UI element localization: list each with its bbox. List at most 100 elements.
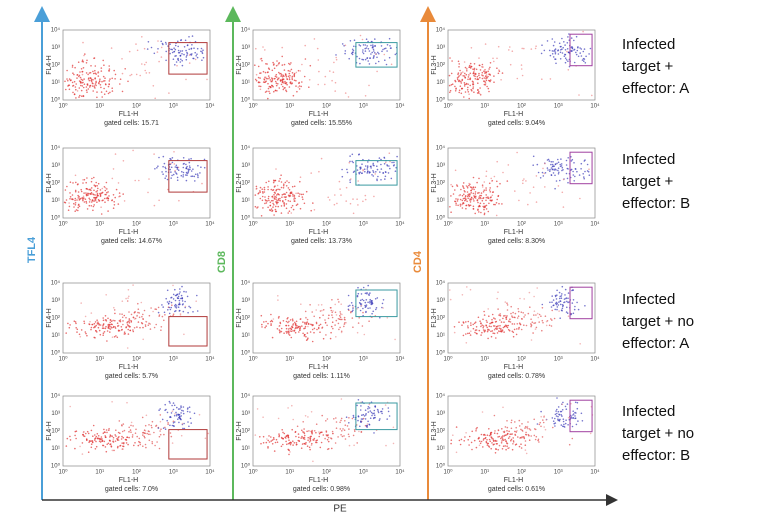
event-dot [282, 320, 285, 322]
event-dot [184, 305, 187, 308]
event-dot [487, 308, 490, 310]
event-dot [185, 291, 187, 293]
event-dot [317, 304, 320, 306]
event-dot [335, 427, 338, 430]
row-label: target + [622, 173, 674, 190]
x-tick-label: 10⁴ [395, 356, 405, 363]
event-dot [119, 313, 121, 315]
event-dot [367, 40, 369, 43]
event-dot [469, 66, 471, 68]
event-dot [91, 85, 94, 87]
event-dot [150, 424, 153, 427]
event-dot [93, 326, 95, 329]
event-dot [525, 180, 527, 182]
event-dot [153, 326, 156, 329]
event-dot [485, 187, 487, 189]
event-dot [376, 297, 379, 299]
event-dot [322, 434, 325, 436]
event-dot [268, 180, 270, 183]
event-dot [173, 414, 176, 417]
event-dot [171, 157, 174, 159]
event-dot [156, 167, 158, 169]
event-dot [301, 435, 303, 438]
event-dot [561, 415, 563, 417]
event-dot [303, 428, 305, 430]
event-dot [267, 186, 269, 188]
event-dot [87, 78, 90, 80]
event-dot [110, 47, 113, 49]
event-dot [481, 74, 483, 76]
event-dot [365, 299, 368, 301]
event-dot [311, 340, 314, 343]
event-dot [520, 68, 523, 70]
x-axis-label: FL1-H [119, 364, 138, 371]
event-dot [90, 440, 92, 442]
event-dot [365, 425, 368, 427]
event-dot [501, 72, 504, 74]
event-dot [520, 447, 523, 449]
event-dot [169, 52, 171, 55]
event-dot [122, 423, 125, 425]
event-dot [364, 170, 366, 173]
event-dot [155, 425, 157, 427]
event-dot [549, 168, 551, 171]
event-dot [315, 322, 318, 325]
event-dot [122, 193, 124, 195]
event-dot [551, 309, 553, 312]
event-dot [130, 73, 133, 76]
event-dot [486, 326, 489, 329]
event-dot [460, 188, 462, 191]
event-dot [488, 182, 491, 185]
event-dot [137, 444, 140, 447]
event-dot [454, 200, 457, 203]
y-tick-label: 10⁰ [241, 350, 251, 357]
event-dot [573, 61, 576, 64]
event-dot [356, 198, 358, 200]
event-dot [541, 303, 544, 306]
event-dot [465, 199, 467, 201]
event-dot [287, 200, 290, 202]
event-dot [77, 191, 80, 193]
event-dot [121, 448, 123, 450]
event-dot [310, 172, 313, 174]
event-dot [271, 77, 273, 79]
event-dot [344, 92, 347, 94]
event-dot [168, 300, 171, 303]
event-dot [367, 307, 369, 310]
event-dot [380, 168, 383, 170]
event-dot [287, 442, 290, 445]
event-dot [559, 45, 562, 48]
event-dot [259, 88, 262, 91]
event-dot [159, 408, 161, 410]
event-dot [359, 409, 362, 411]
event-dot [278, 71, 280, 74]
event-dot [327, 317, 330, 320]
event-dot [362, 169, 364, 172]
event-dot [352, 212, 355, 215]
event-dot [574, 168, 577, 170]
event-dot [96, 319, 98, 322]
event-dot [108, 80, 111, 82]
event-dot [303, 327, 305, 330]
event-dot [344, 424, 347, 427]
event-dot [494, 452, 497, 454]
event-dot [267, 75, 270, 77]
event-dot [352, 171, 355, 173]
event-dot [289, 443, 292, 446]
event-dot [90, 312, 93, 314]
event-dot [119, 319, 122, 321]
event-dot [588, 168, 590, 170]
event-dot [306, 332, 309, 334]
event-dot [82, 182, 84, 184]
event-dot [552, 420, 555, 423]
event-dot [174, 310, 176, 313]
event-dot [564, 49, 567, 51]
event-dot [350, 52, 353, 55]
event-dot [182, 157, 185, 159]
event-dot [284, 196, 287, 198]
event-dot [356, 295, 359, 298]
event-dot [470, 322, 472, 324]
event-dot [368, 50, 371, 52]
event-dot [489, 187, 492, 189]
event-dot [341, 168, 343, 171]
